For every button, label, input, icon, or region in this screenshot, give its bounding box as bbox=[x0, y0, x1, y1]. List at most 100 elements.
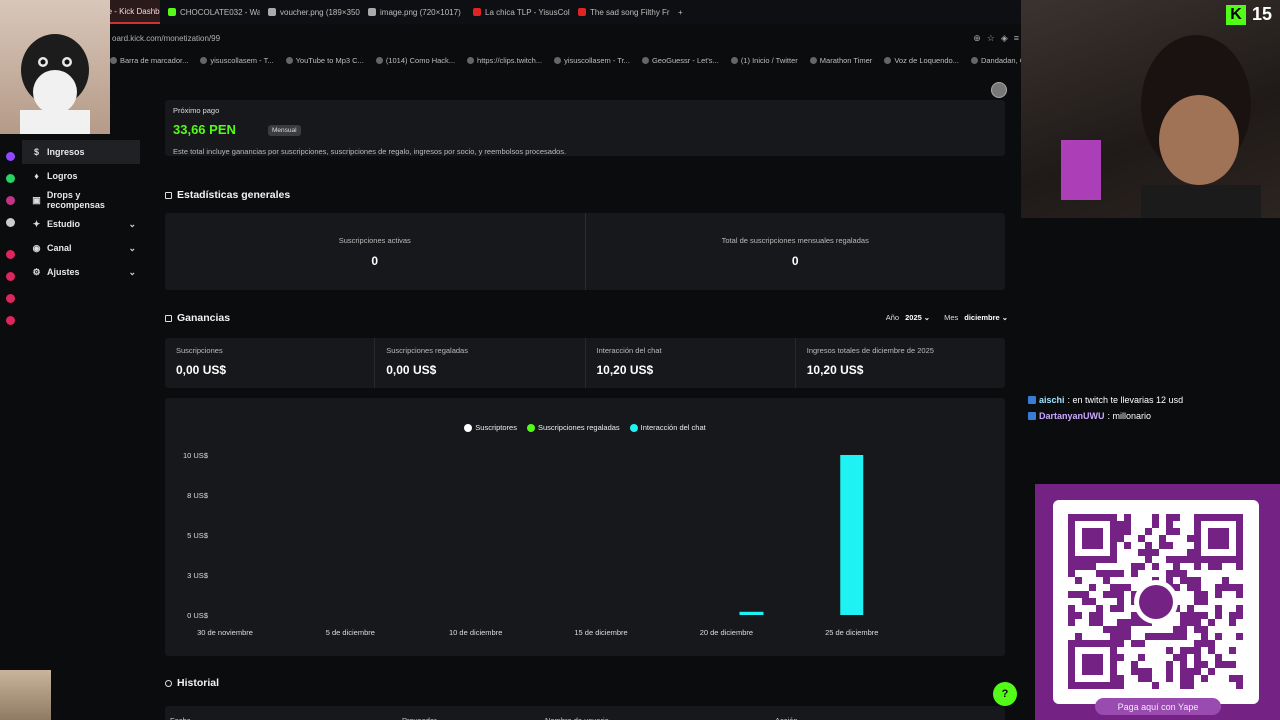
sidebar-item-drops[interactable]: ▣ Drops y recompensas bbox=[22, 188, 140, 212]
bookmark-item[interactable]: YouTube to Mp3 C... bbox=[285, 56, 364, 65]
yape-qr-panel: Paga aquí con Yape bbox=[1035, 484, 1280, 720]
bookmark-label: (1) Inicio / Twitter bbox=[740, 55, 798, 65]
x-tick-label: 5 de diciembre bbox=[326, 628, 375, 637]
earnings-chart: 10 US$ 8 US$ 5 US$ 3 US$ 0 US$ 30 de noviembr… bbox=[183, 451, 878, 637]
bookmark-item[interactable]: Dandadan, Capítul... bbox=[970, 55, 1025, 65]
stat-card: Suscripciones activas 0 bbox=[165, 213, 586, 290]
bookmark-item[interactable]: (1) Inicio / Twitter bbox=[730, 55, 798, 65]
url-text[interactable]: oard.kick.com/monetization/99 bbox=[112, 33, 221, 43]
kick-logo-icon: K bbox=[1226, 4, 1246, 25]
zoom-icon[interactable]: ⊕ bbox=[973, 32, 981, 43]
history-column-header[interactable]: Acción bbox=[775, 716, 798, 720]
chat-text: : millonario bbox=[1107, 411, 1152, 421]
earnings-icon bbox=[165, 314, 172, 322]
legend-item[interactable]: Suscripciones regaladas bbox=[526, 423, 620, 432]
history-column-header[interactable]: Proveedor bbox=[402, 716, 437, 720]
browser-tab[interactable]: CHOCOLATE032 - Watch bbox=[160, 0, 260, 24]
month-select[interactable]: diciembre ⌄ bbox=[964, 313, 1008, 322]
sidebar-item-ajustes[interactable]: ⚙ Ajustes ⌄ bbox=[22, 260, 140, 284]
help-button[interactable]: ? bbox=[993, 682, 1017, 706]
chat-message: DartanyanUWU: millonario bbox=[1028, 408, 1278, 424]
bookmark-label: yisuscollasem - T... bbox=[210, 55, 274, 65]
instagram-icon[interactable] bbox=[6, 196, 15, 205]
bookmark-star-icon[interactable]: ☆ bbox=[986, 32, 995, 43]
bookmark-item[interactable]: yisuscollasem - T... bbox=[200, 55, 274, 65]
whatsapp-icon[interactable] bbox=[6, 174, 15, 183]
twitch-icon[interactable] bbox=[6, 152, 15, 161]
extensions-icon[interactable]: ◈ bbox=[1000, 32, 1008, 43]
app-icon[interactable] bbox=[6, 294, 15, 303]
earnings-card-value: 10,20 US$ bbox=[596, 363, 654, 377]
browser-tab[interactable]: La chica TLP - YisusColla bbox=[465, 0, 570, 24]
chat-username[interactable]: DartanyanUWU bbox=[1039, 411, 1105, 421]
bookmark-item[interactable]: Voz de Loquendo... bbox=[884, 56, 959, 65]
x-tick-label: 30 de noviembre bbox=[197, 628, 253, 637]
tab-label: CHOCOLATE032 - Watch bbox=[180, 7, 260, 17]
bookmark-favicon-icon bbox=[730, 56, 738, 64]
earnings-card-label: Suscripciones regaladas bbox=[386, 346, 468, 355]
browser-tab[interactable]: The sad song Filthy Frank bbox=[570, 0, 670, 24]
y-tick-label: 5 US$ bbox=[187, 531, 209, 540]
bookmark-label: https://clips.twitch... bbox=[477, 55, 543, 65]
x-icon[interactable] bbox=[6, 218, 15, 227]
year-select[interactable]: 2025 ⌄ bbox=[905, 313, 931, 322]
new-tab-button[interactable]: + bbox=[678, 7, 683, 17]
bookmark-favicon-icon bbox=[884, 56, 892, 64]
tab-label: Revenue - Kick Dashboard bbox=[80, 6, 160, 16]
next-payment-amount: 33,66 PEN bbox=[173, 122, 236, 137]
bookmark-label: GeoGuessr - Let's... bbox=[651, 55, 719, 65]
legend-item[interactable]: Suscriptores bbox=[464, 423, 517, 432]
tab-favicon-icon bbox=[268, 8, 276, 16]
dollar-icon: $ bbox=[33, 146, 39, 157]
chart-bar[interactable] bbox=[739, 611, 764, 615]
bookmark-item[interactable]: GeoGuessr - Let's... bbox=[641, 55, 719, 65]
history-column-header[interactable]: Nombre de usuario bbox=[545, 716, 609, 720]
earnings-title: Ganancias bbox=[165, 312, 230, 324]
general-stats-heading: Estadísticas generales bbox=[177, 189, 291, 201]
bookmark-favicon-icon bbox=[200, 56, 208, 64]
bookmark-item[interactable]: Barra de marcador... bbox=[110, 56, 188, 65]
stat-label: Suscripciones activas bbox=[338, 236, 411, 245]
address-bar[interactable]: oard.kick.com/monetization/99 ⊕ ☆ ◈ ≡ bbox=[0, 28, 1025, 48]
chart-bar[interactable] bbox=[840, 455, 864, 615]
bookmark-item[interactable]: Marathon Timer bbox=[809, 56, 872, 65]
dashboard-sidebar: $ Ingresos ♦ Logros ▣ Drops y recompensas ✦ Est… bbox=[22, 140, 140, 284]
bookmark-item[interactable]: https://clips.twitch... bbox=[467, 56, 542, 65]
legend-label: Suscripciones regaladas bbox=[537, 423, 620, 432]
bookmark-label: yisuscollasem - Tr... bbox=[564, 55, 630, 65]
tab-favicon-icon bbox=[473, 8, 481, 16]
x-tick-label: 20 de diciembre bbox=[700, 628, 753, 637]
app-icon[interactable] bbox=[6, 272, 15, 281]
menu-icon[interactable]: ≡ bbox=[1013, 32, 1019, 43]
chat-text: : en twitch te llevarias 12 usd bbox=[1067, 395, 1184, 405]
yape-pay-button[interactable]: Paga aquí con Yape bbox=[1095, 698, 1221, 715]
history-column-header[interactable]: Fecha bbox=[170, 716, 191, 720]
sidebar-item-estudio[interactable]: ✦ Estudio ⌄ bbox=[22, 212, 140, 236]
tab-label: The sad song Filthy Frank bbox=[590, 7, 670, 17]
sidebar-item-ingresos[interactable]: $ Ingresos bbox=[22, 140, 140, 164]
x-tick-label: 15 de diciembre bbox=[574, 628, 627, 637]
sidebar-item-canal[interactable]: ◉ Canal ⌄ bbox=[22, 236, 140, 260]
legend-item[interactable]: Interacción del chat bbox=[629, 423, 706, 432]
chevron-down-icon[interactable]: ⌄ bbox=[128, 218, 136, 229]
browser-tab[interactable]: image.png (720×1017) bbox=[360, 0, 465, 24]
main-content: Próximo pago 33,66 PEN Mensual Este tota… bbox=[158, 90, 1014, 720]
bookmark-item[interactable]: yisuscollasem - Tr... bbox=[554, 56, 630, 65]
chat-username[interactable]: aischi bbox=[1039, 395, 1065, 405]
chevron-down-icon[interactable]: ⌄ bbox=[128, 242, 136, 253]
sidebar-item-logros[interactable]: ♦ Logros bbox=[22, 164, 140, 188]
bookmark-item[interactable]: (1014) Como Hack... bbox=[375, 56, 455, 65]
chevron-down-icon[interactable]: ⌄ bbox=[128, 266, 136, 277]
bookmarks-bar: Barra de marcador... yisuscollasem - T...… bbox=[110, 52, 1025, 68]
x-tick-label: 10 de diciembre bbox=[449, 628, 502, 637]
next-payment-description: Este total incluye ganancias por suscrip… bbox=[173, 147, 567, 156]
app-icon[interactable] bbox=[6, 250, 15, 259]
history-heading: Historial bbox=[177, 677, 220, 689]
browser-tab[interactable]: voucher.png (189×350) bbox=[260, 0, 360, 24]
bookmark-label: Dandadan, Capítul... bbox=[980, 55, 1025, 65]
earnings-cards: Suscripciones 0,00 US$ Suscripciones regal… bbox=[165, 338, 1005, 388]
avatar[interactable] bbox=[991, 82, 1007, 98]
app-icon[interactable] bbox=[6, 316, 15, 325]
chat-badge-icon bbox=[1028, 396, 1036, 404]
